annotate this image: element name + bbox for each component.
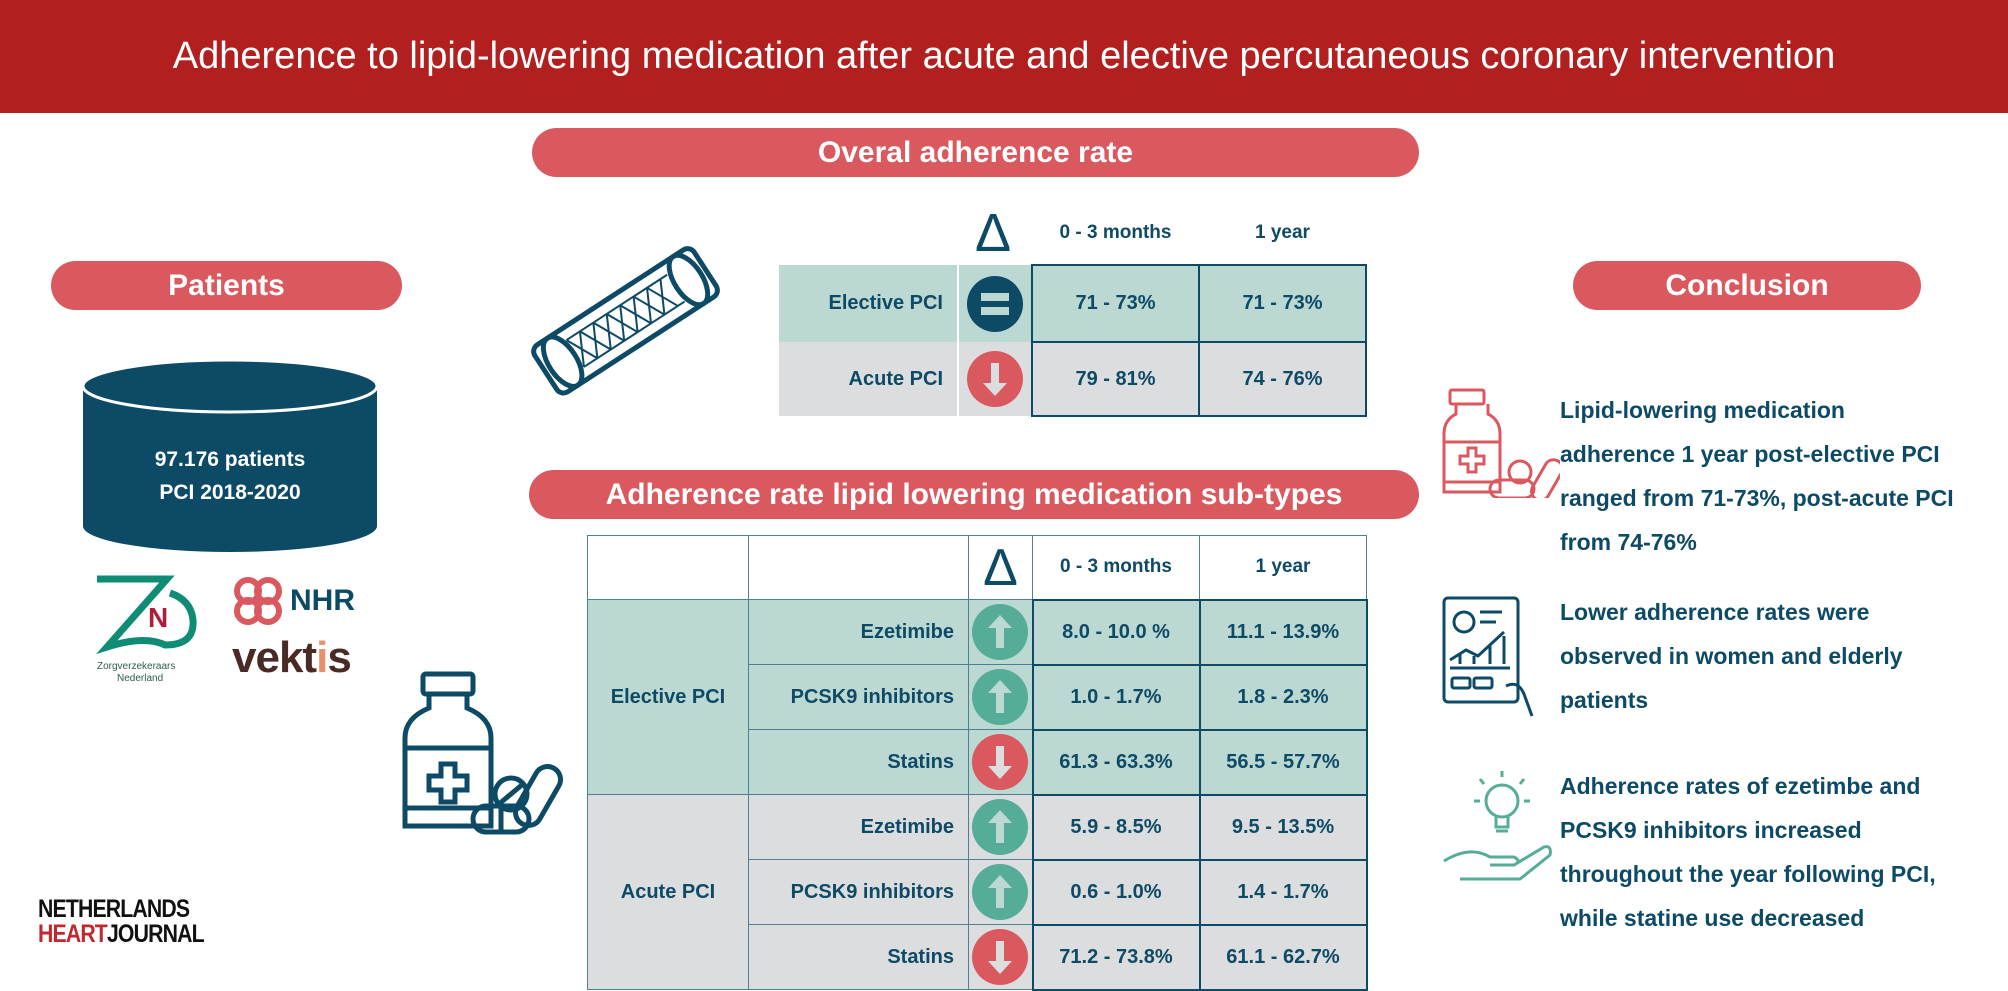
trend-cell: [958, 265, 1032, 342]
conclusion-text-line: while statine use decreased: [1560, 905, 1865, 931]
arrow-up-icon: [972, 604, 1029, 660]
conclusion-text-line: observed in women and elderly: [1560, 643, 1903, 669]
arrow-up-icon: [972, 799, 1029, 855]
arrow-down-icon: [967, 351, 1023, 407]
table-row: Acute PCI 79 - 81% 74 - 76%: [779, 341, 1367, 417]
arrow-up-icon: [972, 864, 1029, 920]
row-label: Acute PCI: [779, 342, 959, 416]
conclusion-heading: Conclusion: [1573, 261, 1921, 310]
page-title: Adherence to lipid-lowering medication a…: [0, 0, 2008, 113]
stent-icon: [531, 246, 720, 396]
value-cell: 71 - 73%: [1198, 264, 1367, 343]
column-header: 0 - 3 months: [1032, 535, 1200, 600]
arrow-up-icon: [972, 669, 1029, 725]
value-cell: 9.5 - 13.5%: [1198, 793, 1368, 861]
patient-period: PCI 2018-2020: [159, 481, 301, 504]
overall-table: Elective PCI 71 - 73% 71 - 73% Acute PCI…: [779, 264, 1367, 417]
arrow-down-icon: [972, 734, 1029, 790]
medication-label: Ezetimibe: [748, 794, 969, 860]
trend-cell: [968, 729, 1033, 795]
nhr-logo: NHR: [232, 575, 355, 627]
medication-label: PCSK9 inhibitors: [748, 664, 969, 730]
trend-cell: [968, 924, 1033, 990]
conclusion-text-line: patients: [1560, 687, 1649, 713]
conclusion-text-line: Lower adherence rates were: [1560, 599, 1870, 625]
conclusion-text-line: from 74-76%: [1560, 529, 1697, 555]
overall-heading: Overal adherence rate: [532, 128, 1419, 177]
vektis-logo: vektis: [232, 633, 352, 682]
delta-symbol: Δ: [968, 535, 1033, 600]
trend-cell: [968, 794, 1033, 860]
patient-count: 97.176 patients: [154, 448, 306, 471]
value-cell: 61.3 - 63.3%: [1031, 728, 1201, 796]
value-cell: 0.6 - 1.0%: [1031, 858, 1201, 926]
value-cell: 61.1 - 62.7%: [1198, 923, 1368, 991]
value-cell: 11.1 - 13.9%: [1198, 598, 1368, 666]
medication-bottle-icon: [402, 671, 563, 835]
value-cell: 1.4 - 1.7%: [1198, 858, 1368, 926]
value-cell: 5.9 - 8.5%: [1031, 793, 1201, 861]
lightbulb-hand-icon: [1443, 771, 1552, 881]
table-row: Elective PCI 71 - 73% 71 - 73%: [779, 264, 1367, 343]
value-cell: 71 - 73%: [1031, 264, 1200, 343]
value-cell: 71.2 - 73.8%: [1031, 923, 1201, 991]
trend-cell: [968, 859, 1033, 925]
conclusion-text-line: adherence 1 year post-elective PCI: [1560, 441, 1940, 467]
group-label: Acute PCI: [587, 794, 749, 990]
table-header-row: Δ 0 - 3 months 1 year: [587, 535, 1367, 600]
conclusion-text-line: Lipid-lowering medication: [1560, 397, 1845, 423]
conclusion-text-line: PCSK9 inhibitors increased: [1560, 817, 1862, 843]
conclusion-text-line: Adherence rates of ezetimbe and: [1560, 773, 1921, 799]
svg-text:Nederland: Nederland: [117, 673, 163, 684]
value-cell: 8.0 - 10.0 %: [1031, 598, 1201, 666]
row-label: Elective PCI: [779, 265, 959, 342]
patients-heading: Patients: [51, 261, 402, 310]
medication-label: PCSK9 inhibitors: [748, 859, 969, 925]
value-cell: 74 - 76%: [1198, 341, 1367, 417]
group-label: Elective PCI: [587, 599, 749, 795]
table-row: Elective PCI Ezetimibe 8.0 - 10.0 % 11.1 - …: [587, 598, 1368, 795]
value-cell: 56.5 - 57.7%: [1198, 728, 1368, 796]
trend-cell: [968, 664, 1033, 730]
conclusion-text-line: throughout the year following PCI,: [1560, 861, 1936, 887]
medication-label: Ezetimibe: [748, 599, 969, 665]
equal-icon: [967, 275, 1023, 332]
subtypes-table: Δ 0 - 3 months 1 year Elective PCI Ezetim…: [587, 535, 1368, 991]
conclusion-item: Lower adherence rates were observed in wo…: [1560, 590, 2000, 722]
subtypes-heading: Adherence rate lipid lowering medication…: [529, 470, 1419, 519]
value-cell: 79 - 81%: [1031, 341, 1200, 417]
value-cell: 1.8 - 2.3%: [1198, 663, 1368, 731]
column-header: 0 - 3 months: [1059, 222, 1172, 243]
database-cylinder-icon: [81, 358, 379, 552]
zn-logo: N Zorgverzekeraars Nederland: [96, 575, 197, 684]
medication-label: Statins: [748, 924, 969, 990]
trend-cell: [968, 599, 1033, 665]
nhj-logo: NETHERLANDS HEARTJOURNAL: [38, 895, 205, 948]
value-cell: 1.0 - 1.7%: [1031, 663, 1201, 731]
delta-symbol: Δ: [975, 203, 1012, 263]
conclusion-item: Lipid-lowering medication adherence 1 yea…: [1560, 388, 2000, 564]
table-row: Acute PCI Ezetimibe 5.9 - 8.5% 9.5 - 13.5%: [587, 793, 1368, 990]
svg-text:N: N: [148, 602, 168, 633]
report-tablet-icon: [1442, 596, 1534, 717]
trend-cell: [958, 342, 1032, 416]
conclusion-text-line: ranged from 71-73%, post-acute PCI: [1560, 485, 1954, 511]
medication-icon: [1442, 388, 1560, 498]
column-header: 1 year: [1255, 222, 1310, 243]
medication-label: Statins: [748, 729, 969, 795]
arrow-down-icon: [972, 929, 1029, 985]
svg-text:Zorgverzekeraars: Zorgverzekeraars: [97, 661, 175, 672]
conclusion-item: Adherence rates of ezetimbe and PCSK9 inh…: [1560, 764, 2000, 940]
column-header: 1 year: [1199, 535, 1367, 600]
